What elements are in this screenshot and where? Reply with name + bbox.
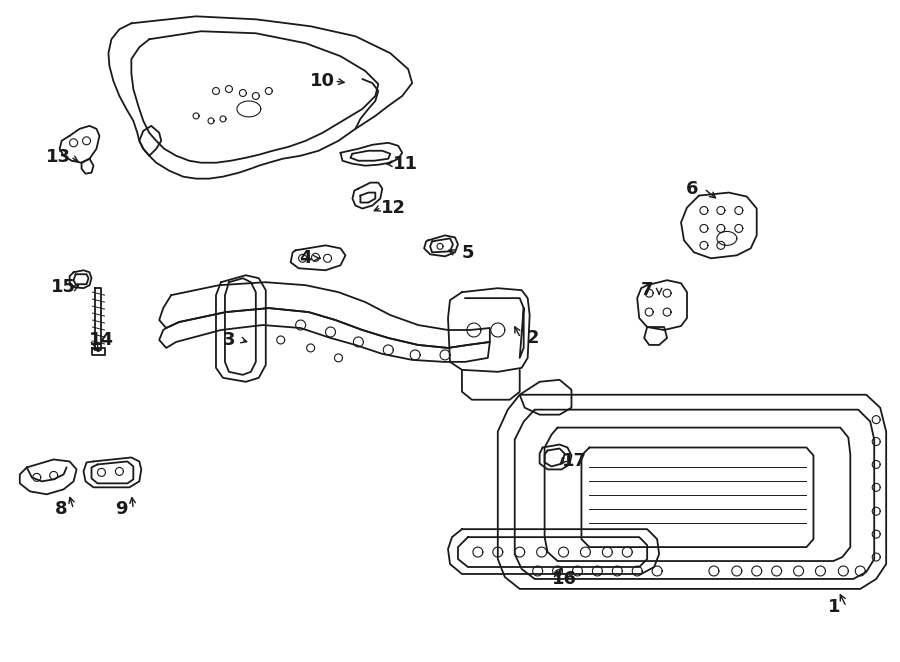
Text: 1: 1 (828, 598, 841, 616)
Text: 10: 10 (310, 72, 335, 90)
Text: 3: 3 (222, 331, 235, 349)
Text: 5: 5 (462, 244, 474, 262)
Text: 2: 2 (526, 329, 539, 347)
Text: 9: 9 (115, 500, 128, 518)
Text: 15: 15 (51, 278, 76, 296)
Text: 14: 14 (89, 331, 114, 349)
Text: 6: 6 (686, 179, 698, 197)
Text: 11: 11 (392, 155, 418, 173)
Text: 7: 7 (641, 281, 653, 299)
Text: 8: 8 (55, 500, 68, 518)
Text: 4: 4 (300, 250, 312, 267)
Text: 13: 13 (46, 148, 71, 166)
Text: 16: 16 (552, 570, 577, 588)
Text: 12: 12 (381, 199, 406, 216)
Text: 17: 17 (562, 452, 587, 471)
